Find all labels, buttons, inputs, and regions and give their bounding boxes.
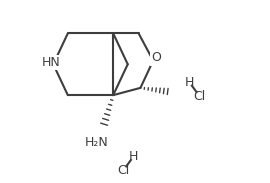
Text: Cl: Cl [193,89,205,102]
Text: H: H [129,150,138,163]
Text: Cl: Cl [117,164,129,177]
Text: H: H [185,76,194,89]
Text: O: O [151,51,161,64]
Text: HN: HN [42,56,61,69]
Text: H₂N: H₂N [85,136,109,149]
